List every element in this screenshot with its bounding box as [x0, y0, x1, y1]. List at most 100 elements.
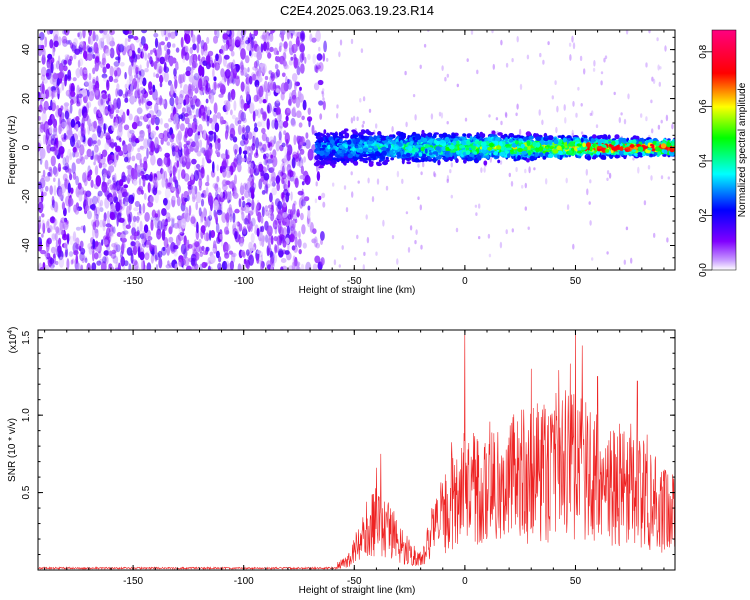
spectrogram-cell [511, 228, 514, 233]
spectrogram-cell [291, 43, 298, 54]
spectrogram-cell [417, 163, 420, 168]
spectrogram-cell [212, 62, 215, 69]
spectrogram-cell [267, 225, 273, 237]
spectrogram-cell [51, 233, 56, 240]
spectrogram-cell [162, 130, 169, 142]
spectrogram-cell [175, 47, 180, 53]
spectrogram-cell [665, 114, 669, 122]
spectrogram-cell [191, 60, 196, 70]
spectrogram-cell [43, 100, 49, 111]
spectrogram-cell [94, 63, 99, 72]
spectrogram-cell [41, 66, 47, 77]
spectrogram-cell [51, 195, 55, 206]
spectrogram-cell [70, 135, 76, 148]
spectrogram-cell [92, 238, 96, 250]
spectrogram-cell [205, 181, 210, 187]
spectrogram-cell [57, 177, 61, 190]
spectrogram-cell [222, 33, 228, 40]
spectrogram-cell [198, 207, 202, 217]
spectrogram-cell [167, 30, 171, 40]
spectrogram-cell [194, 241, 200, 248]
spectrogram-cell [80, 264, 84, 270]
spectrogram-cell [422, 162, 425, 168]
spectrogram-cell [45, 220, 50, 229]
spectrogram-cell [161, 229, 166, 241]
spectrogram-cell [47, 118, 53, 126]
spectrogram-cell [214, 30, 217, 36]
spectrogram-cell [160, 41, 165, 46]
spectrogram-cell [39, 266, 45, 270]
spectrogram-cell [181, 160, 186, 168]
spectrogram-cell [45, 128, 50, 141]
spectrogram-cell [499, 241, 503, 249]
spectrogram-cell [302, 99, 307, 111]
spectrogram-cell [282, 52, 287, 62]
spectrogram-cell [307, 148, 314, 159]
spectrogram-cell [298, 249, 302, 255]
spectrogram-cell [286, 251, 292, 261]
spectrogram-cell [248, 75, 253, 85]
spectrogram-cell [149, 105, 152, 109]
spectrogram-cell [311, 124, 315, 135]
spectrogram-cell [210, 169, 216, 178]
spectrogram-cell [294, 44, 299, 50]
spectrogram-cell [438, 111, 442, 117]
spectrogram-cell [489, 155, 492, 163]
spectrogram-cell [186, 239, 190, 245]
spectrogram-cell [247, 166, 252, 174]
spectrogram-cell [282, 212, 288, 218]
spectrogram-cell [49, 146, 56, 152]
spectrogram-cell [281, 202, 288, 215]
spectrogram-cell [645, 116, 648, 122]
spectrogram-cell [52, 30, 59, 39]
spectrogram-cell [488, 253, 492, 258]
spectrogram-cell [150, 216, 155, 222]
spectrogram-cell [99, 104, 105, 113]
spectrogram-cell [122, 93, 127, 99]
spectrogram-cell [112, 180, 117, 189]
spectrogram-cell [47, 227, 51, 234]
spectrogram-cell [405, 121, 408, 128]
spectrogram-cell [275, 106, 281, 116]
spectrogram-cell [57, 55, 61, 65]
spectrogram-cell [478, 236, 481, 240]
spectrogram-cell [148, 184, 155, 191]
spectrogram-cell [225, 121, 229, 131]
spectrogram-cell [194, 127, 199, 133]
spectrogram-cell [275, 140, 280, 152]
spectrogram-cell [71, 44, 77, 52]
spectrogram-cell [245, 249, 250, 256]
spectrogram-cell [360, 48, 364, 53]
spectrogram-cell [298, 197, 304, 209]
spectrogram-cell [81, 88, 88, 97]
spectrogram-cell [221, 260, 228, 270]
spectrogram-cell [154, 116, 160, 126]
spectrogram-cell [270, 71, 276, 82]
spectrogram-cell [206, 232, 210, 242]
spectrogram-cell [115, 109, 120, 114]
spectrogram-cell [126, 165, 133, 170]
spectrogram-cell [51, 99, 57, 110]
spectrogram-cell [123, 124, 130, 131]
spectrogram-cell [93, 146, 98, 156]
spectrogram-cell [593, 60, 596, 67]
spectrogram-cell [234, 75, 240, 80]
spectrogram-cell [218, 83, 225, 88]
spectrogram-cell [137, 47, 141, 54]
spectrogram-cell [115, 56, 121, 61]
spectrogram-cell [97, 125, 102, 138]
spectrogram-cell [105, 132, 111, 139]
spectrogram-cell [278, 125, 283, 132]
spectrogram-cell [350, 117, 354, 124]
spectrogram-cell [287, 78, 290, 85]
spectrogram-cell [446, 121, 449, 125]
spectrogram-cell [206, 174, 210, 184]
spectrogram-cell [414, 114, 417, 121]
spectrogram-cell [75, 262, 82, 270]
spectrogram-cell [412, 94, 416, 98]
spectrogram-cell [62, 233, 68, 241]
spectrogram-cell [336, 113, 339, 119]
spectrogram-cell [97, 155, 101, 164]
spectrogram-cell [483, 160, 488, 166]
spectrogram-cell [110, 203, 116, 213]
